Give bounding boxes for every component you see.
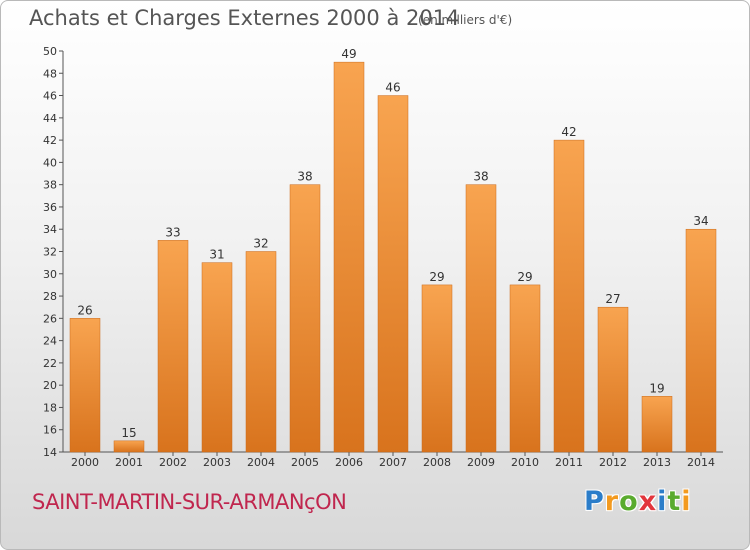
data-label-2009: 38 xyxy=(473,170,488,184)
y-tick-label: 50 xyxy=(43,45,57,58)
data-label-2001: 15 xyxy=(121,426,136,440)
data-label-2012: 27 xyxy=(605,292,620,306)
x-tick-label: 2007 xyxy=(379,456,407,469)
y-tick-label: 16 xyxy=(43,424,57,437)
x-tick-label: 2004 xyxy=(247,456,275,469)
x-tick-label: 2012 xyxy=(599,456,627,469)
bar-2006[interactable] xyxy=(333,61,365,453)
chart-data-labels: 26 15 33 31 32 38 49 46 29 38 29 42 27 19 34 xyxy=(77,47,708,440)
y-tick-label: 42 xyxy=(43,134,57,147)
x-tick-label: 2013 xyxy=(643,456,671,469)
y-tick-label: 20 xyxy=(43,379,57,392)
bar-2000[interactable] xyxy=(69,318,101,453)
data-label-2003: 31 xyxy=(209,248,224,262)
bar-2014[interactable] xyxy=(685,228,717,453)
x-tick-label: 2000 xyxy=(71,456,99,469)
y-tick-label: 32 xyxy=(43,246,57,259)
data-label-2006: 49 xyxy=(341,47,356,61)
y-tick-label: 14 xyxy=(43,446,57,459)
logo-letter: P xyxy=(584,486,605,517)
x-tick-label: 2011 xyxy=(555,456,583,469)
bar-2003[interactable] xyxy=(201,262,233,453)
logo-letter: x xyxy=(638,486,658,517)
logo-letter: o xyxy=(619,486,639,517)
chart-axes: 14 16 18 20 22 24 26 28 30 32 34 36 38 40 42 44 46 48 50 20… xyxy=(43,45,723,469)
chart-unit-subtitle: (en milliers d'€) xyxy=(418,13,513,27)
data-label-2000: 26 xyxy=(77,303,92,317)
x-tick-label: 2010 xyxy=(511,456,539,469)
x-tick-label: 2003 xyxy=(203,456,231,469)
bar-2005[interactable] xyxy=(289,184,321,453)
y-tick-label: 36 xyxy=(43,201,57,214)
proxiti-logo[interactable]: Proxiti xyxy=(584,486,692,517)
bar-2002[interactable] xyxy=(157,240,189,453)
data-label-2007: 46 xyxy=(385,81,400,95)
chart-bars xyxy=(69,61,717,453)
y-tick-label: 24 xyxy=(43,335,57,348)
bar-2001[interactable] xyxy=(113,440,145,453)
y-tick-label: 48 xyxy=(43,67,57,80)
y-tick-label: 26 xyxy=(43,312,57,325)
bar-2004[interactable] xyxy=(245,251,277,453)
data-label-2002: 33 xyxy=(165,225,180,239)
data-label-2010: 29 xyxy=(517,270,532,284)
data-label-2005: 38 xyxy=(297,170,312,184)
bar-2013[interactable] xyxy=(641,396,673,453)
y-tick-label: 34 xyxy=(43,223,57,236)
chart-title: Achats et Charges Externes 2000 à 2014 xyxy=(29,6,460,30)
bar-2011[interactable] xyxy=(553,139,585,453)
bar-2012[interactable] xyxy=(597,306,629,453)
y-tick-label: 30 xyxy=(43,268,57,281)
data-label-2013: 19 xyxy=(649,381,664,395)
data-label-2011: 42 xyxy=(561,125,576,139)
y-tick-label: 40 xyxy=(43,156,57,169)
data-label-2008: 29 xyxy=(429,270,444,284)
commune-name: SAINT-MARTIN-SUR-ARMANçON xyxy=(32,490,347,514)
logo-letter: r xyxy=(604,486,620,517)
bar-2010[interactable] xyxy=(509,284,541,453)
x-tick-label: 2008 xyxy=(423,456,451,469)
x-tick-label: 2002 xyxy=(159,456,187,469)
data-label-2014: 34 xyxy=(693,214,708,228)
y-tick-label: 18 xyxy=(43,401,57,414)
data-label-2004: 32 xyxy=(253,237,268,251)
y-tick-label: 46 xyxy=(43,90,57,103)
y-tick-label: 22 xyxy=(43,357,57,370)
x-tick-label: 2009 xyxy=(467,456,495,469)
x-tick-label: 2006 xyxy=(335,456,363,469)
x-tick-label: 2001 xyxy=(115,456,143,469)
y-tick-label: 28 xyxy=(43,290,57,303)
bar-2007[interactable] xyxy=(377,95,409,453)
bar-2008[interactable] xyxy=(421,284,453,453)
y-tick-label: 38 xyxy=(43,179,57,192)
x-tick-label: 2005 xyxy=(291,456,319,469)
bar-2009[interactable] xyxy=(465,184,497,453)
logo-letter: i xyxy=(657,486,668,517)
x-tick-label: 2014 xyxy=(687,456,715,469)
y-tick-label: 44 xyxy=(43,112,57,125)
logo-letter: t xyxy=(667,486,682,517)
logo-letter: i xyxy=(681,486,692,517)
